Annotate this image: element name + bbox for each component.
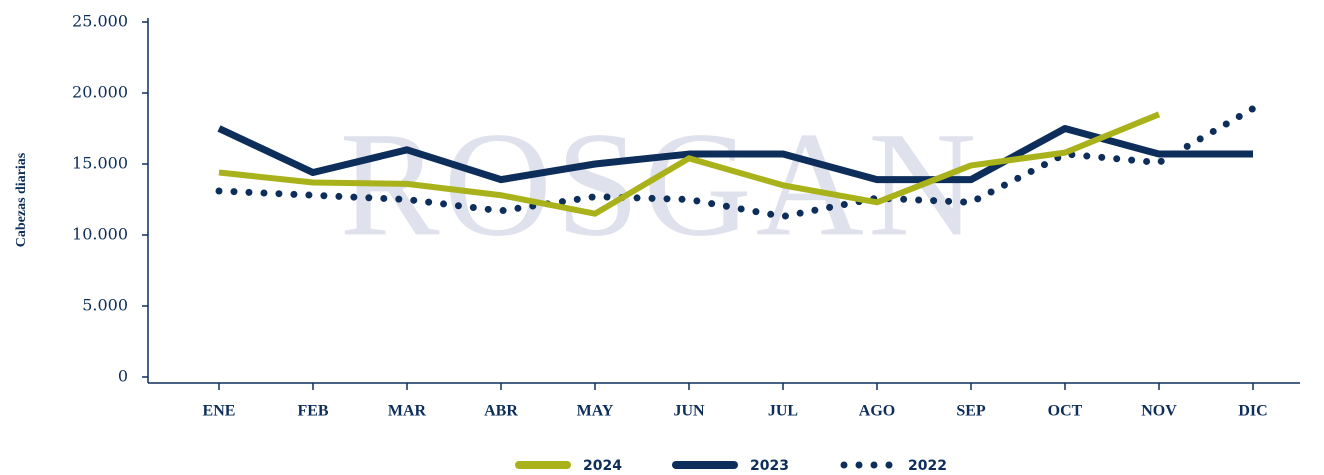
x-tick-label: OCT: [1048, 403, 1083, 420]
x-tick-label: ABR: [484, 403, 518, 420]
y-tick-label: 5.000: [82, 296, 128, 315]
x-tick-label: SEP: [956, 403, 986, 420]
x-tick-label: DIC: [1238, 403, 1267, 420]
y-tick-label: 0: [118, 367, 128, 386]
y-tick-label: 20.000: [72, 83, 128, 102]
x-tick-label: FEB: [297, 403, 328, 420]
y-tick-label: 25.000: [72, 12, 128, 31]
x-tick-label: JUN: [673, 403, 705, 420]
x-tick-label: MAR: [388, 403, 427, 420]
x-tick-label: AGO: [859, 403, 895, 420]
legend-label: 2022: [908, 458, 947, 474]
y-axis-label: Cabezas diarias: [14, 152, 29, 247]
x-tick-label: ENE: [203, 403, 236, 420]
x-tick-label: MAY: [577, 403, 614, 420]
x-tick-label: JUL: [768, 403, 798, 420]
y-tick-label: 10.000: [72, 225, 128, 244]
y-tick-label: 15.000: [72, 154, 128, 173]
legend-label: 2023: [750, 458, 789, 474]
x-tick-label: NOV: [1141, 403, 1177, 420]
chart: ROSGAN Cabezas diarias 05.00010.00015.00…: [0, 0, 1324, 475]
legend-label: 2024: [583, 458, 622, 474]
